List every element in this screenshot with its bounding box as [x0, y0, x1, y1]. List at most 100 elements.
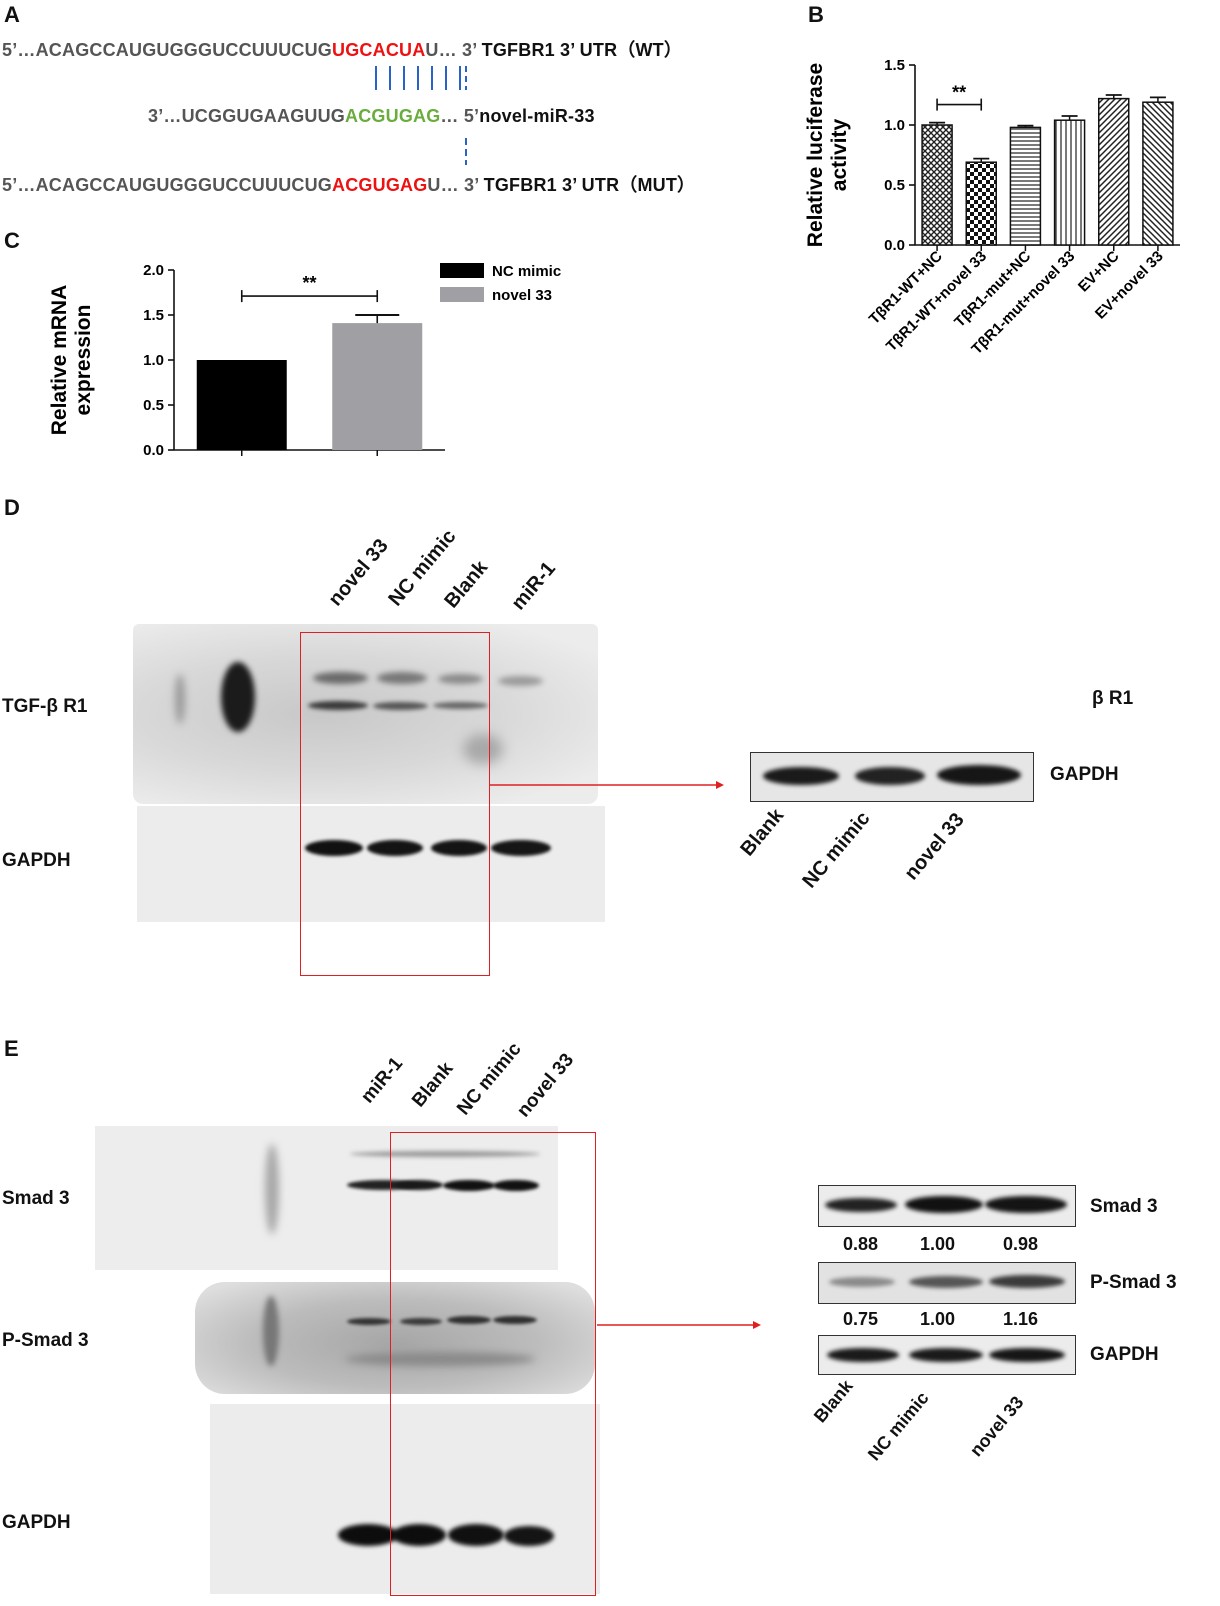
- e-lane-label-novel33: novel 33: [513, 1049, 579, 1122]
- b-y-tick-label: 1.0: [884, 117, 905, 134]
- d-crop-title: β R1: [1092, 688, 1134, 709]
- mut-site: ACGUGAG: [332, 175, 428, 195]
- e-lane-label-blank: Blank: [408, 1058, 458, 1112]
- d-gapdh-blot: [137, 806, 605, 922]
- d-row-label-gapdh: GAPDH: [2, 850, 71, 871]
- e-crop-lane-blank: Blank: [809, 1375, 857, 1427]
- mirna-suffix: … 5’: [440, 106, 480, 126]
- mrna-chart: 0.0 0.5 1.0 1.5 2.0 Relative mRNAexpression *…: [48, 262, 561, 459]
- b-y-tick-label: 0.5: [884, 177, 905, 194]
- e-crop-psmad3-blot: [818, 1262, 1076, 1304]
- d-row-label-tgfbr1: TGF-β R1: [2, 696, 88, 717]
- psmad3-value-blank: 0.75: [843, 1309, 879, 1329]
- wt-sequence: 5’…ACAGCCAUGUGGGUCCUUUCUGUGCACUAU… 3’ TG…: [2, 36, 682, 62]
- tgfbr1-blot: [133, 624, 598, 804]
- d-crop-lane-nc: NC mimic: [798, 807, 875, 893]
- d-lane-label-mir1: miR-1: [507, 557, 560, 615]
- b-bar-2: [1009, 126, 1042, 246]
- e-crop-arrow: [597, 1321, 761, 1329]
- panel-e-label: E: [4, 1036, 19, 1061]
- smad3-value-novel33: 0.98: [1003, 1234, 1039, 1254]
- b-category-label-2: TβR1-mut+NC: [951, 248, 1034, 331]
- d-lane-label-novel33: novel 33: [324, 534, 393, 611]
- c-y-tick-label: 1.5: [143, 307, 164, 324]
- tgfbr1-band-mir1: [498, 676, 543, 686]
- c-bar-0: [196, 360, 287, 450]
- psmad3-blot: [195, 1282, 595, 1394]
- e-row-label-psmad3: P-Smad 3: [2, 1330, 89, 1351]
- e-gapdh-blot: [210, 1404, 600, 1594]
- c-legend-label-0: NC mimic: [492, 263, 561, 280]
- c-y-tick-label: 0.5: [143, 397, 164, 414]
- wt-pairing-lines: [375, 66, 467, 90]
- d-crop-gapdh-label: GAPDH: [1050, 764, 1119, 785]
- e-crop-lane-nc: NC mimic: [863, 1387, 933, 1465]
- panel-b-label: B: [808, 2, 824, 27]
- mirna-name: novel-miR-33: [479, 106, 595, 126]
- b-sig-label: **: [952, 83, 966, 103]
- d-crop-gapdh-blot: [750, 752, 1034, 802]
- psmad3-value-novel33: 1.16: [1003, 1309, 1039, 1329]
- b-bar-4: [1098, 97, 1130, 246]
- c-y-axis-label: Relative mRNAexpression: [48, 285, 95, 436]
- b-y-axis-label: Relative luciferaseactivity: [804, 63, 851, 247]
- tgfbr1-band-nc: [373, 702, 428, 710]
- d-gapdh-band-2: [367, 840, 423, 856]
- d-lane-label-blank: Blank: [440, 556, 493, 613]
- c-y-tick-label: 1.0: [143, 352, 164, 369]
- smad3-blot: [95, 1126, 558, 1270]
- mut-sequence: 5’…ACAGCCAUGUGGGUCCUUUCUGACGUGAGU… 3’ TG…: [2, 171, 695, 197]
- chart-c-axes: 0.0 0.5 1.0 1.5 2.0 Relative mRNAexpression: [48, 262, 445, 459]
- e-crop-box: [390, 1132, 596, 1596]
- d-gapdh-band-4: [491, 840, 551, 856]
- panel-c-label: C: [4, 228, 20, 253]
- c-y-tick-label: 2.0: [143, 262, 164, 279]
- c-legend-swatch-1: [440, 287, 484, 302]
- tgfbr1-band-blank: [433, 702, 488, 709]
- e-crop-label-smad3: Smad 3: [1090, 1196, 1158, 1217]
- psmad3-value-nc: 1.00: [920, 1309, 956, 1329]
- e-crop-lane-novel33: novel 33: [965, 1392, 1028, 1461]
- mirna-seed: ACGUGAG: [345, 106, 441, 126]
- b-bar-3: [1053, 119, 1086, 246]
- c-bar-1: [332, 323, 423, 450]
- e-crop-smad3-blot: [818, 1185, 1076, 1227]
- chart-b-bars: **: [921, 83, 1174, 246]
- tgfbr1-band-novel33: [308, 701, 368, 710]
- c-y-tick-label: 0.0: [143, 442, 164, 459]
- chart-c-bars: **: [196, 273, 423, 450]
- e-crop-label-psmad3: P-Smad 3: [1090, 1272, 1177, 1293]
- b-bar-5: [1142, 101, 1174, 246]
- e-lane-label-mir1: miR-1: [357, 1053, 408, 1108]
- chart-b-axes: 0.0 0.5 1.0 1.5 Relative luciferaseactivity: [804, 57, 1180, 254]
- d-crop-lane-blank: Blank: [736, 804, 789, 861]
- panel-a-label: A: [4, 2, 20, 27]
- d-crop-lane-novel33: novel 33: [900, 808, 969, 885]
- mut-suffix: U… 3’: [427, 175, 479, 195]
- wt-prefix: 5’…ACAGCCAUGUGGGUCCUUUCUG: [2, 40, 333, 60]
- e-row-label-gapdh: GAPDH: [2, 1512, 71, 1533]
- e-crop-gapdh-blot: [818, 1335, 1076, 1375]
- b-bar-0: [921, 124, 953, 246]
- mirna-prefix: 3’…UCGGUGAAGUUG: [148, 106, 346, 126]
- d-crop-arrow: [490, 781, 724, 789]
- c-legend-label-1: novel 33: [492, 287, 552, 304]
- mut-pairing-line: [465, 138, 467, 165]
- panel-d-label: D: [4, 495, 20, 520]
- d-gapdh-band-1: [305, 840, 363, 856]
- e-row-label-smad3: Smad 3: [2, 1188, 70, 1209]
- d-crop-box: [300, 632, 490, 976]
- e-crop-label-gapdh: GAPDH: [1090, 1344, 1159, 1365]
- wt-name: TGFBR1 3’ UTR（WT）: [481, 40, 683, 60]
- chart-c-legend: NC mimic novel 33: [440, 263, 561, 304]
- smad3-value-nc: 1.00: [920, 1234, 956, 1254]
- b-y-tick-label: 1.5: [884, 57, 905, 74]
- smad3-value-blank: 0.88: [843, 1234, 879, 1254]
- ladder-smear: [221, 662, 255, 732]
- mirna-sequence: 3’…UCGGUGAAGUUGACGUGAG… 5’novel-miR-33: [148, 106, 595, 127]
- mut-name: TGFBR1 3’ UTR（MUT）: [483, 175, 696, 195]
- d-gapdh-band-3: [431, 840, 487, 856]
- b-bar-1: [965, 161, 997, 246]
